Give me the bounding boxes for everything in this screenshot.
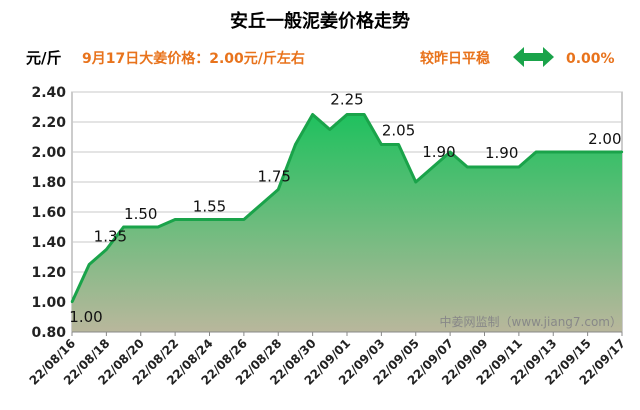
data-point (431, 165, 435, 169)
data-point (397, 143, 400, 146)
data-point (448, 150, 452, 154)
data-point (569, 150, 572, 154)
data-point (414, 180, 417, 184)
data-point (242, 218, 246, 221)
data-point (534, 150, 538, 154)
data-point (70, 300, 74, 304)
watermark: 中姜网监制（www.jiang7.com） (440, 314, 622, 329)
y-tick-label: 1.20 (31, 265, 66, 281)
y-tick-label: 1.80 (31, 175, 66, 191)
data-point (328, 128, 332, 131)
price-note: 9月17日大姜价格：2.00元/斤左右 (82, 50, 305, 67)
data-point (105, 248, 108, 251)
data-point (173, 218, 177, 221)
data-point (603, 150, 607, 154)
data-point (345, 113, 349, 116)
data-label: 2.25 (330, 91, 363, 109)
data-label: 1.50 (124, 205, 157, 223)
y-tick-label: 2.00 (31, 145, 66, 161)
data-label: 1.90 (422, 143, 455, 161)
trend-label: 较昨日平稳 (420, 50, 490, 67)
y-tick-label: 1.00 (31, 295, 66, 311)
change-value: 0.00% (566, 51, 615, 67)
y-tick-label: 1.40 (31, 235, 66, 251)
data-point (500, 165, 503, 169)
data-label: 1.35 (94, 228, 127, 246)
data-label: 1.90 (485, 144, 518, 162)
double-arrow-icon (513, 47, 554, 67)
data-label: 1.55 (193, 198, 226, 216)
data-point (277, 188, 280, 191)
data-point (139, 225, 142, 229)
data-point (552, 150, 555, 154)
data-label: 1.00 (69, 308, 102, 326)
data-point (362, 113, 366, 116)
data-point (311, 113, 314, 116)
data-label: 2.05 (382, 122, 415, 140)
data-point (517, 165, 521, 169)
data-point (225, 218, 228, 221)
data-point (380, 143, 383, 146)
plot-area: 0.801.001.201.401.601.802.002.202.4022/0… (27, 85, 629, 388)
y-tick-label: 2.40 (31, 85, 66, 101)
data-label: 1.75 (258, 168, 291, 186)
data-point (208, 218, 211, 221)
data-point (620, 150, 624, 154)
data-point (466, 165, 469, 169)
chart-title: 安丘一般泥姜价格走势 (230, 10, 410, 32)
data-point (87, 263, 91, 266)
y-tick-label: 1.60 (31, 205, 66, 221)
data-point (191, 218, 194, 221)
series-area (72, 114, 622, 332)
y-tick-label: 2.20 (31, 115, 66, 131)
data-point (294, 143, 297, 146)
data-point (122, 225, 125, 229)
data-point (156, 225, 160, 229)
data-point (483, 165, 486, 169)
unit-label: 元/斤 (26, 49, 61, 67)
data-point (586, 150, 589, 154)
data-label: 2.00 (588, 130, 621, 148)
y-tick-label: 0.80 (31, 325, 66, 341)
data-point (259, 203, 263, 206)
